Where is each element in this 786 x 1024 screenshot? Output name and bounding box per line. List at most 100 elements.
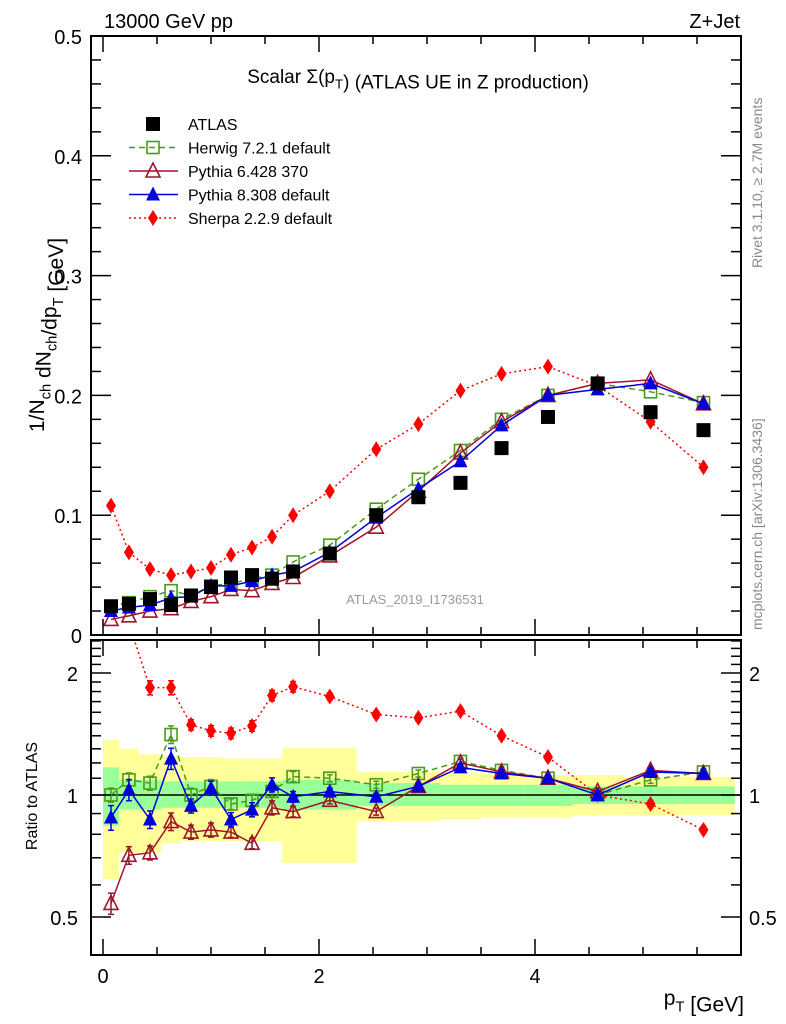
data-point (540, 387, 555, 402)
ratio-point (141, 843, 159, 860)
series-pythia-6-428-370 (102, 370, 712, 627)
series-herwig-7-2-1-default (104, 376, 711, 614)
legend-marker (146, 117, 160, 131)
energy-label: 13000 GeV pp (104, 11, 233, 33)
x-axis-label: pT [GeV] (664, 987, 744, 1016)
svg-text:Rivet 3.1.10, ≥ 2.7M events: Rivet 3.1.10, ≥ 2.7M events (749, 98, 765, 268)
ratio-point (371, 706, 382, 723)
data-point (102, 609, 120, 627)
svg-text:1/Nch dNch/dpT [GeV]: 1/Nch dNch/dpT [GeV] (26, 238, 68, 432)
data-point (590, 376, 605, 391)
data-point (105, 497, 116, 514)
series-atlas (103, 376, 711, 614)
ratio-point (243, 833, 261, 851)
ratio-point (286, 788, 301, 803)
x-tick-label: 4 (529, 966, 540, 988)
legend-label: Sherpa 2.2.9 default (188, 211, 333, 228)
data-point (322, 546, 337, 561)
ratio-point (142, 811, 157, 826)
data-point (267, 528, 278, 545)
legend: ATLAS Herwig 7.2.1 default Pythia 6.428 37… (129, 117, 333, 228)
data-point (245, 568, 260, 583)
data-point (643, 405, 658, 420)
legend-item-sherpa-2-2-9-default: Sherpa 2.2.9 default (129, 210, 333, 228)
ratio-y-tick-label-right: 2 (749, 664, 760, 686)
data-point (247, 539, 258, 556)
series-sherpa-2-2-9-default (105, 358, 709, 584)
data-point (103, 599, 118, 614)
ratio-point (494, 765, 509, 780)
y-tick-label: 0.4 (54, 147, 82, 169)
data-point (225, 546, 236, 563)
data-point (123, 544, 134, 561)
y-tick-label: 0.3 (54, 267, 82, 289)
legend-label: ATLAS (188, 117, 238, 134)
ratio-point (413, 709, 424, 726)
ratio-y-tick-label: 2 (67, 664, 78, 686)
ratio-point (186, 716, 197, 733)
ratio-point (496, 727, 507, 744)
ratio-point (202, 820, 220, 837)
ratio-point (121, 781, 136, 796)
ratio-point (369, 788, 384, 803)
data-point (243, 580, 261, 598)
y-tick-label: 0.1 (54, 506, 82, 528)
legend-label: Pythia 8.308 default (188, 188, 330, 205)
data-point (698, 459, 709, 476)
data-point (411, 490, 426, 505)
x-tick-label: 0 (97, 966, 108, 988)
ratio-point (286, 769, 300, 784)
legend-marker (144, 161, 162, 178)
ratio-point (164, 750, 179, 765)
ratio-point (247, 717, 258, 734)
ratio-point (643, 763, 658, 778)
ratio-point (455, 703, 466, 720)
data-point (120, 606, 138, 623)
data-point (265, 571, 280, 586)
ratio-point (411, 778, 426, 793)
ratio-point (590, 787, 605, 801)
data-point (142, 592, 157, 607)
ratio-point (144, 679, 155, 696)
data-point (455, 382, 466, 399)
legend-item-herwig-7-2-1-default: Herwig 7.2.1 default (129, 141, 331, 158)
data-point (494, 417, 509, 432)
data-point (204, 580, 218, 595)
data-point (164, 598, 179, 613)
data-point (371, 441, 382, 458)
ratio-y-tick-label-right: 0.5 (749, 908, 777, 930)
ratio-point (696, 765, 711, 780)
data-point (496, 365, 507, 382)
data-point (223, 570, 238, 585)
svg-text:mcplots.cern.ch [arXiv:1306.34: mcplots.cern.ch [arXiv:1306.3436] (749, 418, 765, 630)
legend-item-pythia-8-308-default: Pythia 8.308 default (129, 186, 330, 205)
data-point (540, 409, 555, 424)
ratio-point (204, 780, 218, 795)
ratio-point (263, 797, 281, 815)
ratio-point (367, 801, 385, 819)
ratio-point (224, 797, 238, 811)
data-point (413, 416, 424, 433)
ratio-point (164, 727, 178, 742)
ratio-y-tick-label: 0.5 (50, 908, 78, 930)
data-point (223, 577, 238, 592)
data-point (186, 563, 197, 580)
data-point (453, 475, 468, 490)
ratio-point (162, 811, 180, 829)
data-point (367, 517, 385, 534)
y-tick-label: 0.2 (54, 386, 82, 408)
ratio-y-tick-label: 1 (67, 786, 78, 808)
legend-marker (146, 186, 160, 201)
ratio-point (106, 522, 116, 538)
ratio-point (453, 759, 468, 774)
series-line (110, 382, 704, 612)
ratio-series-pythia-8-308-default (103, 747, 711, 832)
ratio-frame (90, 639, 742, 956)
ratio-point (322, 783, 337, 798)
data-point (144, 561, 155, 578)
data-point (542, 358, 553, 375)
data-point (286, 564, 301, 579)
series-line (110, 379, 704, 621)
legend-marker (146, 140, 160, 155)
series-line (110, 365, 704, 576)
